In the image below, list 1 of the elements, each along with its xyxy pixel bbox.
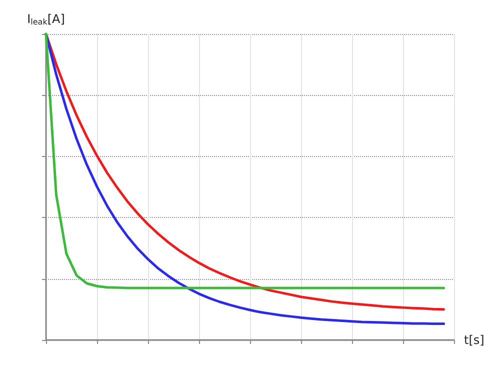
x-axis-title: t[s] bbox=[464, 333, 484, 347]
